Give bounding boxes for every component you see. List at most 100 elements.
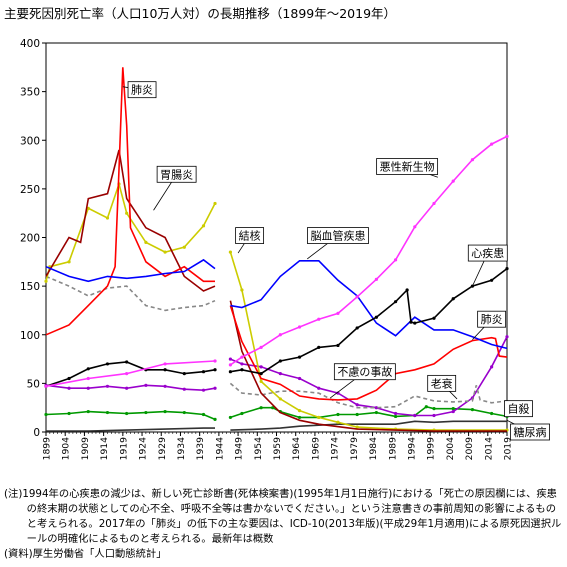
- x-tick-label: 1914: [99, 437, 110, 461]
- series-line: [230, 267, 508, 375]
- series-point: [336, 420, 340, 424]
- series-point: [470, 408, 475, 412]
- annotation-box: [504, 400, 533, 418]
- series-point: [213, 359, 217, 363]
- series-point: [317, 317, 321, 321]
- y-tick-label: 200: [20, 233, 40, 245]
- annotation-label: 胃腸炎: [160, 168, 193, 181]
- annotation-box: [376, 158, 439, 175]
- series-point: [278, 359, 282, 363]
- series-point: [374, 277, 378, 281]
- series-point: [240, 411, 244, 416]
- series-point: [317, 345, 321, 349]
- annotation-box: [235, 227, 265, 244]
- series-point: [67, 386, 71, 390]
- x-tick-label: 1944: [214, 437, 225, 461]
- series-point: [259, 379, 263, 384]
- series-line: [45, 275, 216, 312]
- series-point: [105, 362, 110, 366]
- series-point: [451, 297, 455, 301]
- series-point: [240, 362, 244, 366]
- series-point: [278, 372, 282, 376]
- series-point: [393, 414, 398, 419]
- series-line: [45, 67, 215, 336]
- series-point: [213, 386, 217, 390]
- series-point: [44, 412, 48, 417]
- series-point: [259, 345, 263, 349]
- series-point: [451, 409, 455, 414]
- series-line: [45, 181, 216, 282]
- annotation-box: [427, 374, 457, 392]
- series-point: [201, 412, 206, 417]
- x-tick-label: 1994: [406, 437, 417, 461]
- x-tick-label: 1964: [291, 437, 302, 461]
- annotation-box: [156, 165, 197, 183]
- series-point: [201, 224, 206, 228]
- series-point: [228, 370, 232, 374]
- series-point: [182, 245, 186, 249]
- series-point: [490, 411, 494, 416]
- x-tick-label: 2014: [483, 437, 494, 461]
- series-point: [144, 240, 148, 244]
- series-point: [413, 321, 417, 325]
- series-point: [405, 288, 409, 292]
- series-point: [297, 409, 302, 413]
- page-title: 主要死因別死亡率（人口10万人対）の長期推移（1899年～2019年）: [4, 6, 397, 21]
- series-point: [86, 409, 90, 414]
- y-tick-label: 400: [20, 38, 40, 50]
- series-point: [182, 372, 186, 376]
- series-line: [230, 260, 508, 350]
- y-tick-label: 350: [20, 87, 40, 99]
- x-tick-label: 2009: [464, 437, 475, 461]
- y-tick-label: 50: [27, 378, 40, 390]
- x-tick-label: 1979: [349, 437, 360, 461]
- series-point: [355, 403, 359, 407]
- series-point: [228, 363, 232, 367]
- y-tick-label: 150: [20, 281, 40, 293]
- series-point: [125, 372, 129, 376]
- series-point: [297, 325, 302, 329]
- series-point: [213, 201, 217, 206]
- x-tick-label: 2004: [445, 437, 456, 461]
- series-point: [228, 250, 232, 254]
- series-point: [44, 384, 48, 388]
- series-point: [125, 386, 129, 390]
- series-point: [44, 279, 48, 283]
- series-point: [355, 295, 359, 299]
- annotation-label: 老衰: [431, 376, 453, 390]
- series-point: [240, 355, 244, 359]
- series-point: [228, 357, 232, 361]
- series-point: [336, 412, 340, 417]
- series-point: [86, 376, 90, 381]
- series-point: [278, 333, 282, 337]
- series-point: [86, 367, 90, 371]
- annotation-label: 心疾患: [471, 246, 504, 260]
- x-tick-label: 1924: [138, 437, 149, 461]
- series-point: [355, 326, 359, 330]
- y-tick-label: 100: [20, 330, 40, 342]
- annotation-label: 結核: [239, 229, 261, 243]
- x-tick-label: 1899: [42, 437, 53, 461]
- series-point: [163, 250, 167, 254]
- series-point: [240, 368, 244, 372]
- series-point: [259, 406, 263, 410]
- series-point: [355, 412, 359, 417]
- x-tick-label: 1919: [118, 437, 129, 461]
- series-point: [144, 410, 148, 415]
- x-tick-label: 1934: [176, 437, 187, 461]
- series-point: [163, 368, 167, 372]
- series-point: [490, 142, 494, 146]
- x-tick-label: 1999: [426, 437, 437, 461]
- series-point: [86, 386, 90, 390]
- x-tick-label: 1904: [61, 437, 72, 461]
- series-point: [336, 311, 340, 315]
- series-line: [229, 305, 508, 401]
- series-point: [182, 410, 186, 415]
- series-point: [409, 320, 413, 324]
- y-tick-label: 0: [33, 427, 40, 439]
- series-line: [45, 361, 216, 388]
- series-point: [67, 376, 71, 381]
- series-point: [505, 335, 509, 339]
